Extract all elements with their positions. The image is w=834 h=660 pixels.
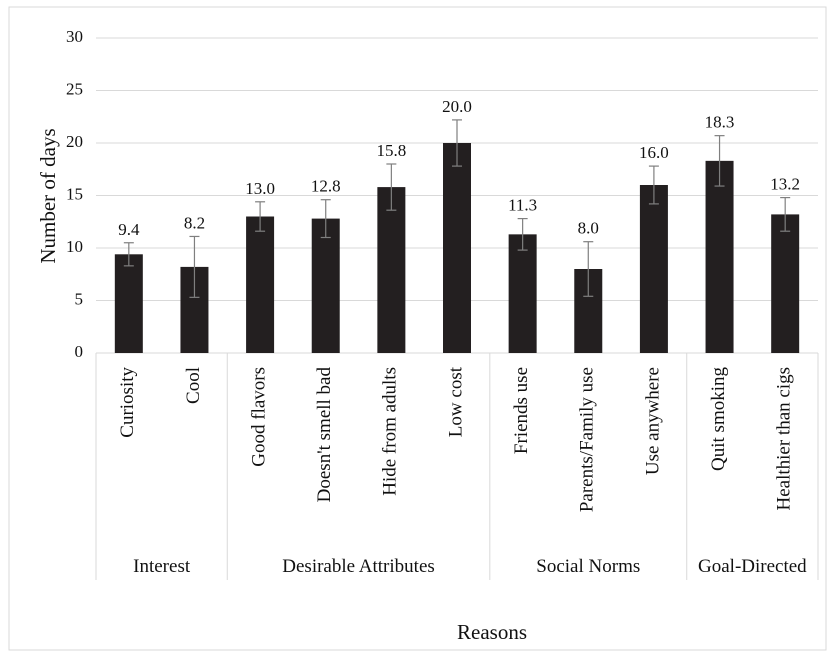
bar [377, 187, 406, 353]
x-axis-groups: Interest Desirable Attributes Social Norms… [95, 353, 819, 580]
x-category-label: Friends use [511, 367, 532, 454]
y-tick-label: 0 [75, 342, 84, 361]
data-label: 8.0 [578, 219, 599, 238]
error-bar [648, 165, 659, 205]
bar [508, 234, 537, 353]
x-category-label: Hide from adults [380, 367, 401, 496]
data-labels: 9.4 8.2 13.0 12.8 15.8 20.0 11.3 8.0 16.0 18.3 13.… [118, 97, 800, 239]
bar [771, 214, 800, 353]
bar [443, 143, 471, 353]
data-label: 15.8 [376, 141, 406, 160]
x-category-label: Use anywhere [642, 367, 663, 475]
error-bar [255, 201, 266, 232]
bars [114, 143, 800, 353]
y-tick-label: 30 [66, 27, 83, 46]
error-bar [780, 197, 791, 232]
x-category-label: Curiosity [117, 367, 138, 438]
data-label: 13.0 [245, 179, 275, 198]
data-label: 16.0 [639, 143, 669, 162]
x-category-label: Doesn't smell bad [314, 367, 335, 503]
bar [311, 218, 340, 353]
x-group-label: Desirable Attributes [282, 556, 435, 577]
data-label: 8.2 [184, 213, 205, 232]
y-tick-label: 15 [66, 184, 83, 203]
x-category-label: Cool [183, 367, 204, 404]
data-label: 12.8 [311, 177, 341, 196]
bar [639, 185, 668, 353]
bar [114, 254, 143, 353]
y-tick-label: 20 [66, 132, 83, 151]
data-label: 18.3 [705, 113, 735, 132]
y-tick-label: 10 [66, 237, 83, 256]
gridlines [96, 37, 818, 354]
y-axis-title: Number of days [36, 128, 60, 263]
error-bar [320, 199, 331, 239]
chart-border [8, 6, 827, 651]
x-category-label: Low cost [445, 366, 466, 437]
x-category-label: Parents/Family use [577, 367, 598, 512]
x-axis-title: Reasons [457, 620, 527, 644]
error-bar [583, 241, 594, 297]
x-axis-categories: Curiosity Cool Good flavors Doesn't smell b… [117, 366, 794, 512]
error-bars [123, 119, 791, 298]
data-label: 13.2 [770, 175, 800, 194]
data-label: 20.0 [442, 97, 472, 116]
x-category-label: Good flavors [248, 367, 269, 467]
error-bar [189, 235, 200, 298]
y-axis-ticks: 0 5 10 15 20 25 30 [66, 27, 83, 361]
error-bar [714, 135, 725, 187]
x-category-label: Quit smoking [708, 367, 729, 471]
x-group-label: Interest [133, 556, 191, 577]
error-bar [452, 119, 462, 167]
error-bar [123, 242, 134, 267]
x-category-label: Healthier than cigs [774, 367, 795, 511]
bar [246, 216, 275, 353]
bar [705, 160, 734, 353]
y-tick-label: 5 [75, 289, 84, 308]
y-tick-label: 25 [66, 79, 83, 98]
error-bar [386, 163, 397, 211]
x-group-label: Goal-Directed [698, 556, 807, 577]
error-bar [517, 218, 528, 251]
x-group-label: Social Norms [536, 556, 640, 577]
data-label: 11.3 [508, 196, 537, 215]
data-label: 9.4 [118, 220, 140, 239]
